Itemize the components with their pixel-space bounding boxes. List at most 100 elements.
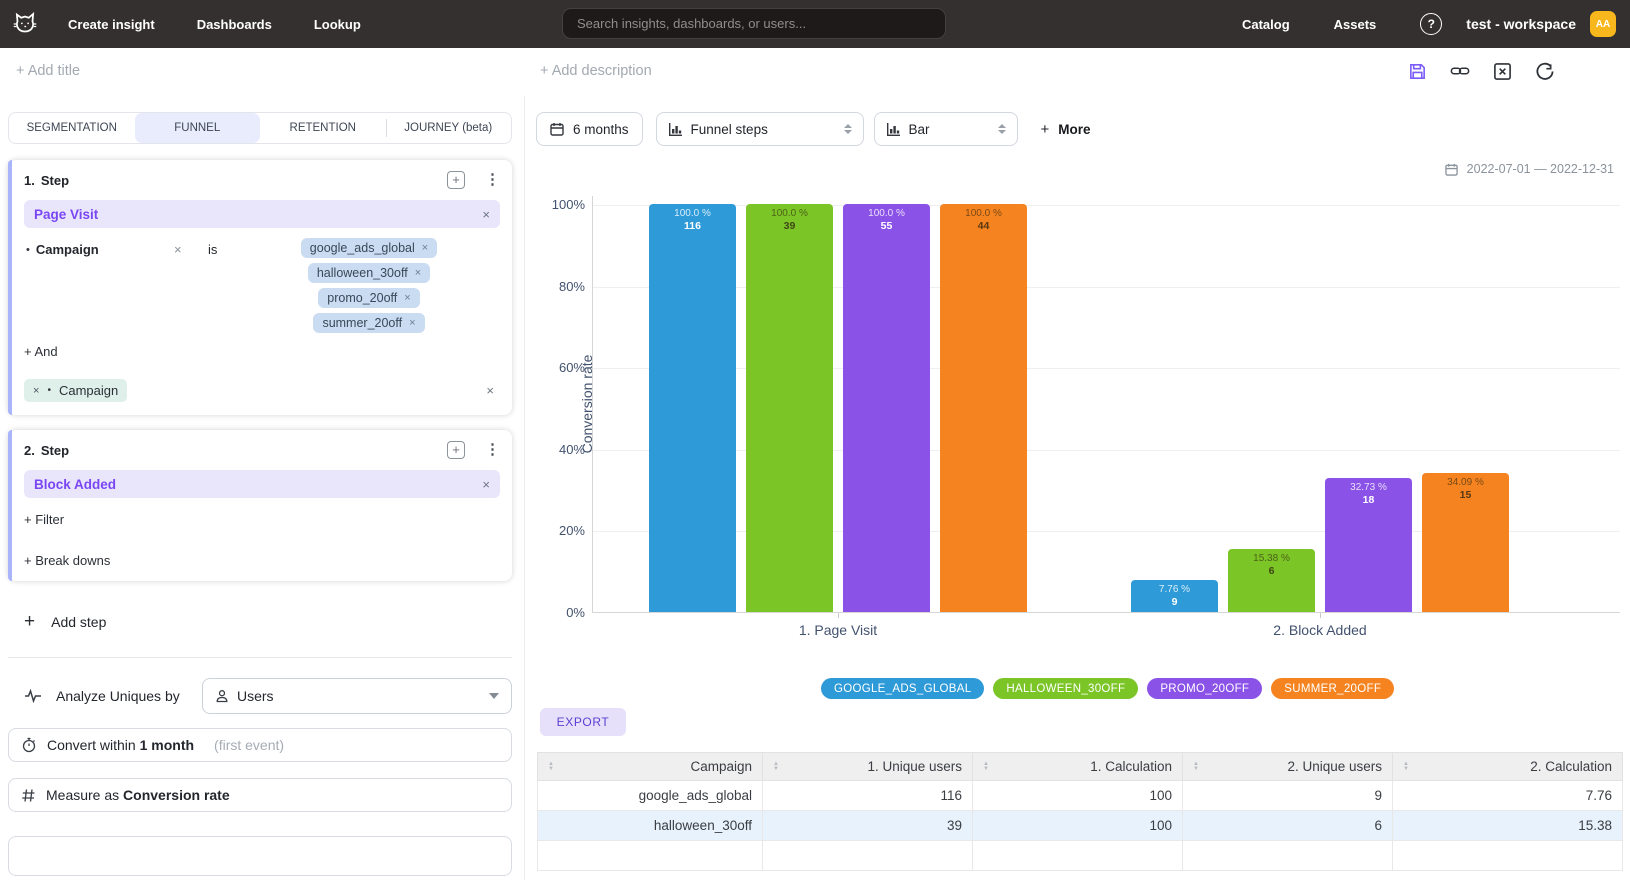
person-icon <box>216 690 228 703</box>
column-header-2-calculation[interactable]: ▲ ▼ 2. Calculation <box>1392 752 1623 781</box>
chart-type-select[interactable]: Bar <box>873 112 1018 146</box>
bar-promo_20off-step-1[interactable]: 100.0 % 55 <box>843 204 930 612</box>
bar-summer_20off-step-1[interactable]: 100.0 % 44 <box>940 204 1027 612</box>
nav-dashboards[interactable]: Dashboards <box>196 16 272 32</box>
bar-percent-label: 32.73 % <box>1350 482 1387 494</box>
step-1-menu-icon[interactable]: ⋮ <box>485 171 500 188</box>
filter-value-chip[interactable]: summer_20off × <box>313 313 425 333</box>
breakdown-row-remove-icon[interactable]: × <box>486 383 494 398</box>
panel-divider <box>8 657 512 658</box>
filter-property[interactable]: Campaign <box>35 242 99 257</box>
date-range-button[interactable]: 6 months <box>536 112 643 146</box>
filter-remove-icon[interactable]: × <box>174 242 182 257</box>
global-search[interactable] <box>562 8 946 39</box>
sort-icon[interactable]: ▲ ▼ <box>1193 760 1199 772</box>
table-cell <box>1392 840 1623 871</box>
bar-count-label: 18 <box>1362 494 1375 507</box>
step-1-add-event-icon[interactable]: + <box>447 171 465 189</box>
tab-journey-beta-[interactable]: JOURNEY (beta) <box>385 113 511 143</box>
export-button[interactable]: EXPORT <box>540 708 626 736</box>
chip-remove-icon[interactable]: × <box>414 267 422 279</box>
bar-percent-label: 7.76 % <box>1158 584 1191 596</box>
step-2-menu-icon[interactable]: ⋮ <box>485 441 500 458</box>
results-panel: 6 months Funnel steps <box>525 96 1630 880</box>
add-title-field[interactable]: + Add title <box>16 63 81 79</box>
bar-promo_20off-step-2[interactable]: 32.73 % 18 <box>1325 478 1412 612</box>
nav-assets[interactable]: Assets <box>1333 16 1377 32</box>
workspace-name[interactable]: test - workspace <box>1466 16 1576 32</box>
table-cell: 100 <box>972 780 1183 811</box>
step-2-event-remove-icon[interactable]: × <box>482 476 490 492</box>
tab-segmentation[interactable]: SEGMENTATION <box>9 113 135 143</box>
next-option-box[interactable] <box>8 836 512 876</box>
refresh-icon[interactable] <box>1535 62 1554 81</box>
column-header-1-unique-users[interactable]: ▲ ▼ 1. Unique users <box>762 752 973 781</box>
chip-remove-icon[interactable]: × <box>421 242 429 254</box>
bar-count-label: 6 <box>1268 565 1275 578</box>
tab-funnel[interactable]: FUNNEL <box>134 113 260 143</box>
filter-value-chip[interactable]: halloween_30off × <box>307 263 431 283</box>
bar-google_ads_global-step-2[interactable]: 7.76 % 9 <box>1131 580 1218 612</box>
table-cell: 7.76 <box>1392 780 1623 811</box>
help-icon[interactable]: ? <box>1420 13 1443 35</box>
bar-count-label: 44 <box>977 220 990 232</box>
column-header-campaign[interactable]: ▲ ▼ Campaign <box>537 752 763 781</box>
cat-logo-icon[interactable] <box>8 6 42 42</box>
step-2-event-name[interactable]: Block Added <box>34 476 117 492</box>
link-icon[interactable] <box>1450 61 1470 81</box>
chip-remove-icon[interactable]: × <box>404 292 411 304</box>
measure-as-option[interactable]: Measure as Conversion rate <box>8 778 512 812</box>
spinner-icons <box>843 124 852 134</box>
sort-icon[interactable]: ▲ ▼ <box>983 760 989 772</box>
filter-value-chip[interactable]: promo_20off × <box>318 288 420 308</box>
bar-percent-label: 15.38 % <box>1253 553 1290 565</box>
nav-right-group: Catalog Assets ? test - workspace AA <box>1242 11 1616 37</box>
sort-icon[interactable]: ▲ ▼ <box>773 760 779 772</box>
step-2-title: Step <box>40 442 70 458</box>
add-description-field[interactable]: + Add description <box>540 63 652 79</box>
nav-create-insight[interactable]: Create insight <box>68 16 155 32</box>
step-2-header: 2. Step + ⋮ <box>24 440 500 460</box>
bar-google_ads_global-step-1[interactable]: 100.0 % 116 <box>649 204 736 612</box>
spinner-icons <box>997 124 1006 134</box>
add-breakdowns-link[interactable]: + Break downs <box>24 553 111 568</box>
step-1-filter-row: • Campaign × is google_ads_global × hallow… <box>24 238 500 338</box>
chip-remove-icon[interactable]: × <box>409 317 416 329</box>
sort-icon[interactable]: ▲ ▼ <box>548 760 554 772</box>
add-filter-link[interactable]: + Filter <box>24 512 65 527</box>
add-and-condition[interactable]: + And <box>24 344 58 359</box>
avatar[interactable]: AA <box>1590 11 1616 37</box>
analyze-by-select[interactable]: Users <box>202 678 512 714</box>
step-1-event-name[interactable]: Page Visit <box>34 206 99 222</box>
breakdown-chip[interactable]: × • Campaign <box>24 379 128 402</box>
bar-halloween_30off-step-2[interactable]: 15.38 % 6 <box>1228 549 1315 612</box>
filter-operator[interactable]: is <box>208 242 218 257</box>
column-header-2-unique-users[interactable]: ▲ ▼ 2. Unique users <box>1182 752 1393 781</box>
legend-pill-google_ads_global[interactable]: GOOGLE_ADS_GLOBAL <box>821 678 985 699</box>
resolved-date-range: 2022-07-01 — 2022-12-31 <box>1444 162 1614 176</box>
tab-retention[interactable]: RETENTION <box>260 113 386 143</box>
bar-halloween_30off-step-1[interactable]: 100.0 % 39 <box>746 204 833 612</box>
legend-pill-summer_20off[interactable]: SUMMER_20OFF <box>1271 678 1395 699</box>
sort-icon[interactable]: ▲ ▼ <box>1403 760 1409 772</box>
more-options-button[interactable]: + More <box>1040 120 1091 138</box>
filter-value-chip[interactable]: google_ads_global × <box>300 238 438 258</box>
table-cell: 6 <box>1182 810 1393 841</box>
legend-pill-halloween_30off[interactable]: HALLOWEEN_30OFF <box>993 678 1139 699</box>
search-input[interactable] <box>577 16 931 31</box>
bar-percent-label: 100.0 % <box>674 208 711 219</box>
breakdown-property[interactable]: Campaign <box>58 383 119 398</box>
convert-within-option[interactable]: Convert within 1 month (first event) <box>8 728 512 762</box>
add-step-button[interactable]: + Add step <box>8 609 512 635</box>
nav-lookup[interactable]: Lookup <box>313 16 361 32</box>
step-2-add-event-icon[interactable]: + <box>447 441 465 459</box>
save-icon[interactable] <box>1408 62 1427 81</box>
clear-icon[interactable] <box>1493 62 1512 81</box>
view-type-select[interactable]: Funnel steps <box>655 112 864 146</box>
breakdown-remove-icon[interactable]: × <box>33 384 40 397</box>
nav-catalog[interactable]: Catalog <box>1241 16 1290 32</box>
column-header-1-calculation[interactable]: ▲ ▼ 1. Calculation <box>972 752 1183 781</box>
bar-summer_20off-step-2[interactable]: 34.09 % 15 <box>1422 472 1509 612</box>
step-1-event-remove-icon[interactable]: × <box>482 206 490 222</box>
legend-pill-promo_20off[interactable]: PROMO_20OFF <box>1147 678 1263 699</box>
